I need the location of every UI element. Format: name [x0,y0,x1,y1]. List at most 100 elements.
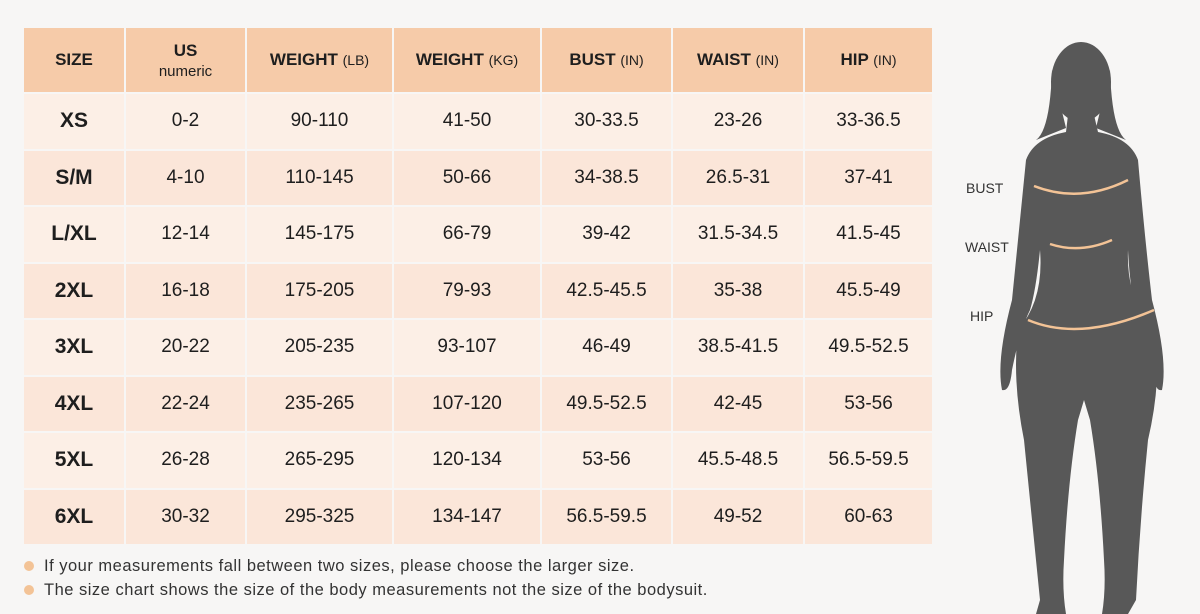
table-cell: 26-28 [126,433,245,488]
header-unit: (IN) [873,52,897,68]
table-cell: 4-10 [126,150,245,205]
table-cell: 66-79 [394,207,540,262]
table-cell: 34-38.5 [542,150,671,205]
table-cell: 31.5-34.5 [673,207,803,262]
header-text: US [173,40,198,60]
table-cell: 93-107 [394,320,540,375]
header-unit: (LB) [342,52,370,68]
table-cell: 35-38 [673,263,803,318]
table-cell: 42-45 [673,376,803,431]
table-cell: 145-175 [247,207,392,262]
table-cell: 79-93 [394,263,540,318]
table-row: 5XL 26-28 265-295 120-134 53-56 45.5-48.5 56.5… [24,433,932,488]
size-cell: 5XL [24,433,124,488]
table-row: 2XL 16-18 175-205 79-93 42.5-45.5 35-38 45.5-4… [24,263,932,318]
header-cell: US numeric [126,28,245,92]
table-cell: 41-50 [394,94,540,149]
table-cell: 30-33.5 [542,94,671,149]
table-cell: 53-56 [542,433,671,488]
note: If your measurements fall between two si… [24,554,708,578]
table-row: L/XL 12-14 145-175 66-79 39-42 31.5-34.5 41.5-… [24,207,932,262]
table-cell: 45.5-48.5 [673,433,803,488]
table-cell: 90-110 [247,94,392,149]
bust-arrow [1033,178,1129,195]
waist-label: WAIST [965,239,1009,255]
header-text: SIZE [55,50,93,69]
size-cell: 4XL [24,376,124,431]
table-cell: 45.5-49 [805,263,932,318]
table-cell: 38.5-41.5 [673,320,803,375]
table-cell: 175-205 [247,263,392,318]
header-sub: numeric [158,62,213,80]
table-cell: 42.5-45.5 [542,263,671,318]
header-text: HIP [840,50,869,69]
table-cell: 41.5-45 [805,207,932,262]
size-cell: 3XL [24,320,124,375]
note: The size chart shows the size of the bod… [24,578,708,602]
table-cell: 30-32 [126,489,245,544]
hip-label: HIP [970,308,993,324]
table-cell: 265-295 [247,433,392,488]
header-unit: (KG) [488,52,519,68]
header-unit: (IN) [755,52,779,68]
table-cell: 235-265 [247,376,392,431]
header-cell: WAIST (IN) [673,28,803,92]
table-cell: 107-120 [394,376,540,431]
table-cell: 134-147 [394,489,540,544]
size-cell: L/XL [24,207,124,262]
table-cell: 46-49 [542,320,671,375]
table-row: S/M 4-10 110-145 50-66 34-38.5 26.5-31 37-41 [24,150,932,205]
header-cell: WEIGHT (KG) [394,28,540,92]
header-text: WEIGHT [415,50,484,69]
size-table: SIZE US numeric WEIGHT (LB) WEIGHT (KG) BUST … [22,26,934,546]
header-cell: SIZE [24,28,124,92]
hip-arrow [1027,308,1155,331]
table-cell: 56.5-59.5 [542,489,671,544]
size-cell: S/M [24,150,124,205]
table-row: 4XL 22-24 235-265 107-120 49.5-52.5 42-45 53-5… [24,376,932,431]
header-cell: HIP (IN) [805,28,932,92]
table-cell: 205-235 [247,320,392,375]
table-cell: 60-63 [805,489,932,544]
table-cell: 50-66 [394,150,540,205]
table-cell: 39-42 [542,207,671,262]
table-cell: 295-325 [247,489,392,544]
table-cell: 20-22 [126,320,245,375]
header-text: WEIGHT [269,50,338,69]
table-cell: 53-56 [805,376,932,431]
table-cell: 37-41 [805,150,932,205]
table-cell: 49-52 [673,489,803,544]
notes: If your measurements fall between two si… [24,554,708,602]
table-cell: 49.5-52.5 [542,376,671,431]
table-row: 6XL 30-32 295-325 134-147 56.5-59.5 49-52 60-6… [24,489,932,544]
table-cell: 49.5-52.5 [805,320,932,375]
table-cell: 56.5-59.5 [805,433,932,488]
table-cell: 16-18 [126,263,245,318]
bust-label: BUST [966,180,1004,196]
table-cell: 26.5-31 [673,150,803,205]
table-cell: 110-145 [247,150,392,205]
header-text: WAIST [697,50,751,69]
table-row: XS 0-2 90-110 41-50 30-33.5 23-26 33-36.5 [24,94,932,149]
measure-arrows [1027,178,1155,331]
silhouette [1000,42,1164,614]
table-cell: 12-14 [126,207,245,262]
header-cell: WEIGHT (LB) [247,28,392,92]
header-unit: (IN) [620,52,644,68]
table-row: 3XL 20-22 205-235 93-107 46-49 38.5-41.5 49.5-… [24,320,932,375]
size-cell: 2XL [24,263,124,318]
table-cell: 33-36.5 [805,94,932,149]
size-cell: 6XL [24,489,124,544]
table-cell: 120-134 [394,433,540,488]
header-cell: BUST (IN) [542,28,671,92]
table-cell: 0-2 [126,94,245,149]
table-body: XS 0-2 90-110 41-50 30-33.5 23-26 33-36.5 S/M 4-… [24,94,932,544]
body-figure: BUST WAIST HIP [965,42,1164,614]
waist-arrow [1049,238,1113,250]
size-cell: XS [24,94,124,149]
table-cell: 22-24 [126,376,245,431]
table-cell: 23-26 [673,94,803,149]
header-row: SIZE US numeric WEIGHT (LB) WEIGHT (KG) BUST … [24,28,932,92]
header-text: BUST [569,50,616,69]
